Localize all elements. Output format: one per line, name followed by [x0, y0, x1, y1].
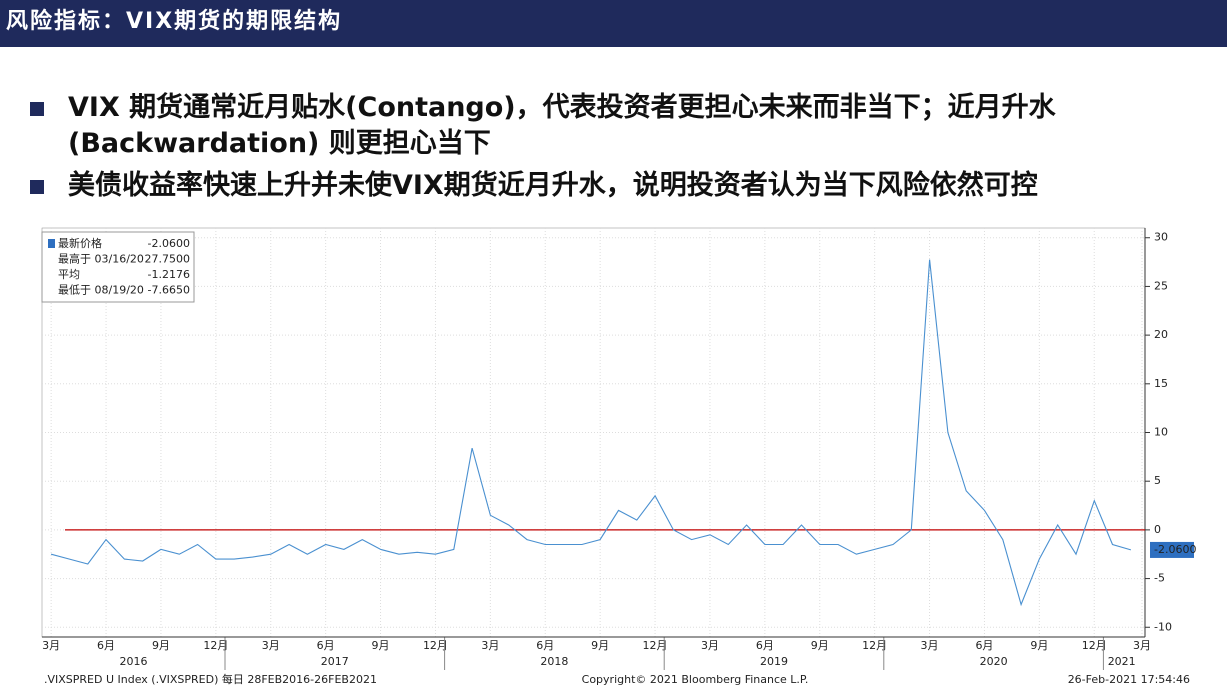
- year-label: 2016: [120, 655, 148, 668]
- stats-label: 平均: [58, 268, 80, 281]
- y-tick-label: 25: [1154, 279, 1168, 292]
- stats-value: 27.7500: [145, 253, 191, 266]
- stats-label: 最低于 08/19/20: [58, 284, 144, 297]
- y-tick-label: 30: [1154, 231, 1168, 244]
- x-tick-label: 6月: [317, 639, 335, 652]
- stats-label: 最新价格: [58, 236, 102, 250]
- x-tick-label: 12月: [1082, 639, 1107, 652]
- x-tick-label: 3月: [701, 639, 719, 652]
- year-label: 2018: [540, 655, 568, 668]
- x-tick-label: 3月: [1133, 639, 1151, 652]
- y-tick-label: 0: [1154, 523, 1161, 536]
- x-tick-label: 6月: [756, 639, 774, 652]
- last-value-label: -2.0600: [1154, 543, 1196, 556]
- x-tick-label: 3月: [921, 639, 939, 652]
- x-tick-label: 12月: [862, 639, 887, 652]
- bullet-text: VIX 期货通常近月贴水(Contango)，代表投资者更担心未来而非当下；近月…: [68, 92, 1056, 159]
- series-line: [50, 259, 1132, 607]
- header-title: 风险指标：VIX期货的期限结构: [0, 0, 1227, 47]
- stats-value: -7.6650: [148, 284, 190, 297]
- x-tick-label: 3月: [42, 639, 60, 652]
- x-tick-label: 6月: [536, 639, 554, 652]
- last-value-badge: [1150, 541, 1194, 558]
- y-tick-label: 20: [1154, 328, 1168, 341]
- x-tick-label: 12月: [643, 639, 668, 652]
- x-tick-label: 3月: [262, 639, 280, 652]
- stats-label: 最高于 03/16/20: [58, 252, 144, 266]
- stats-value: -1.2176: [148, 268, 190, 281]
- x-tick-label: 9月: [372, 639, 390, 652]
- x-tick-label: 6月: [975, 639, 993, 652]
- x-tick-label: 9月: [1030, 639, 1048, 652]
- footer-center: Copyright© 2021 Bloomberg Finance L.P.: [582, 673, 809, 686]
- x-tick-label: 9月: [152, 639, 170, 652]
- x-tick-label: 3月: [481, 639, 499, 652]
- y-tick-label: 15: [1154, 377, 1168, 390]
- year-label: 2019: [760, 655, 788, 668]
- bullet-text: 美债收益率快速上升并未使VIX期货近月升水，说明投资者认为当下风险依然可控: [68, 170, 1038, 201]
- year-label: 2017: [321, 655, 349, 668]
- x-tick-label: 6月: [97, 639, 115, 652]
- stats-value: -2.0600: [148, 237, 190, 250]
- x-tick-label: 12月: [423, 639, 448, 652]
- y-tick-label: 10: [1154, 426, 1168, 439]
- latest-swatch: [48, 239, 55, 248]
- x-tick-label: 9月: [811, 639, 829, 652]
- y-tick-label: -10: [1154, 620, 1172, 633]
- stats-box: [41, 231, 195, 303]
- y-tick-label: -5: [1154, 572, 1165, 585]
- x-tick-label: 12月: [203, 639, 228, 652]
- year-label: 2020: [980, 655, 1008, 668]
- x-tick-label: 9月: [591, 639, 609, 652]
- footer-left: .VIXSPRED U Index (.VIXSPRED) 每日 28FEB20…: [44, 672, 377, 686]
- y-tick-label: 5: [1154, 474, 1161, 487]
- year-label: 2021: [1108, 655, 1136, 668]
- footer-right: 26-Feb-2021 17:54:46: [1068, 673, 1190, 686]
